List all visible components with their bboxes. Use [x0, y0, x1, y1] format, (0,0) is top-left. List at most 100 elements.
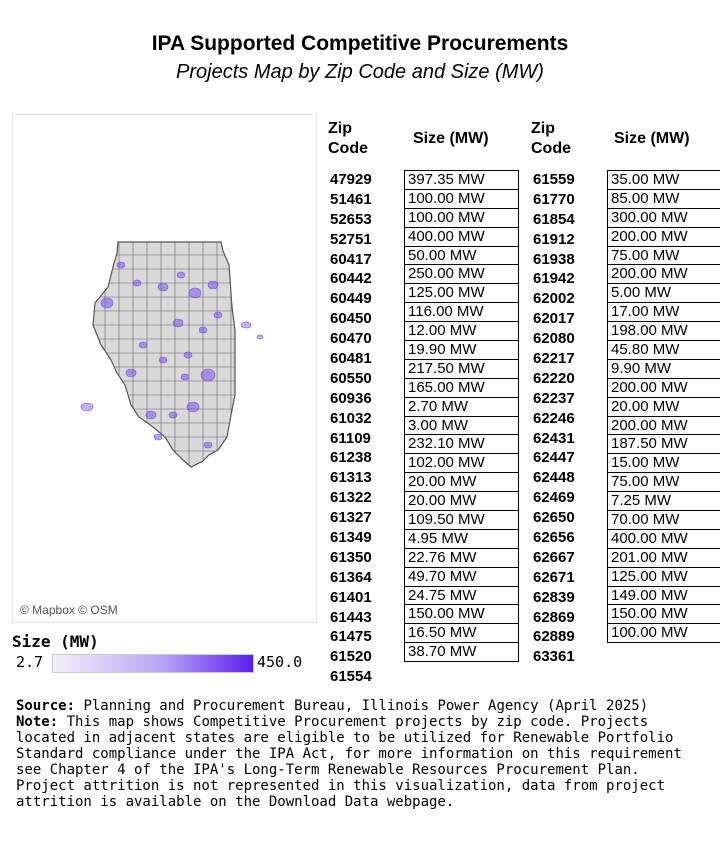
zip-row: 62869: [533, 608, 575, 626]
project-zip-area: [200, 368, 216, 382]
size-row: 75.00 MW: [607, 245, 720, 266]
zip-row: 62656: [533, 529, 575, 547]
project-zip-area: [132, 279, 142, 287]
zip-row: 61912: [533, 230, 575, 248]
out-of-state-project: [80, 402, 94, 412]
zip-row: 52751: [330, 230, 372, 248]
zip-row: 63361: [533, 648, 575, 666]
zip-row: 62237: [533, 389, 575, 407]
size-value: 100.00 MW: [404, 188, 519, 209]
size-row: 150.00 MW: [607, 604, 720, 625]
size-value: 149.00 MW: [607, 585, 720, 606]
size-value: 75.00 MW: [607, 245, 720, 266]
size-row: 200.00 MW: [607, 226, 720, 247]
size-row: 397.35 MW: [404, 170, 519, 190]
size-row: 20.00 MW: [404, 472, 519, 493]
size-value: 7.25 MW: [607, 491, 720, 512]
project-zip-area: [176, 271, 186, 279]
zip-row: 62431: [533, 429, 575, 447]
zip-row: 62839: [533, 588, 575, 606]
zip-row: 62447: [533, 449, 575, 467]
size-row: 75.00 MW: [607, 472, 720, 493]
size-value: 3.00 MW: [404, 415, 519, 436]
size-value: 15.00 MW: [607, 453, 720, 474]
size-value: 201.00 MW: [607, 547, 720, 568]
size-row: 9.90 MW: [607, 358, 720, 379]
size-row: 400.00 MW: [607, 528, 720, 549]
footer-notes: Source: Planning and Procurement Bureau,…: [16, 698, 706, 810]
illinois-map[interactable]: [13, 115, 316, 622]
project-zip-area: [198, 326, 208, 334]
size-row: 150.00 MW: [404, 604, 519, 625]
size-row: 70.00 MW: [607, 510, 720, 530]
project-zip-area: [157, 282, 169, 292]
size-value: 232.10 MW: [404, 434, 519, 455]
size-row: 200.00 MW: [607, 415, 720, 436]
size-row: 7.25 MW: [607, 491, 720, 512]
zip-code-header-left: Zip Code: [328, 120, 368, 157]
project-zip-area: [180, 373, 190, 381]
out-of-state-project: [240, 321, 252, 329]
page-subtitle: Projects Map by Zip Code and Size (MW): [176, 61, 544, 83]
size-row: 125.00 MW: [607, 566, 720, 587]
project-zip-area: [213, 311, 223, 319]
project-zip-area: [116, 261, 126, 269]
size-row: 217.50 MW: [404, 358, 519, 379]
project-zip-area: [207, 280, 219, 290]
size-row: 2.70 MW: [404, 396, 519, 417]
zip-row: 62246: [533, 409, 575, 427]
zip-row: 61322: [330, 489, 372, 507]
map-attribution[interactable]: © Mapbox © OSM: [20, 603, 118, 617]
legend-max-value: 450.0: [257, 653, 303, 671]
page-title: IPA Supported Competitive Procurements: [151, 32, 569, 55]
size-value: 102.00 MW: [404, 453, 519, 474]
zip-row: 61443: [330, 608, 372, 626]
zip-row: 61520: [330, 648, 372, 666]
size-value: 200.00 MW: [607, 415, 720, 436]
zip-row: 61854: [533, 210, 575, 228]
project-zip-area: [188, 287, 202, 299]
size-value: 200.00 MW: [607, 377, 720, 398]
zip-row: 47929: [330, 171, 372, 188]
size-row: 250.00 MW: [404, 264, 519, 285]
size-value: 35.00 MW: [607, 170, 720, 190]
legend-min-value: 2.7: [16, 653, 44, 671]
size-row: 19.90 MW: [404, 340, 519, 360]
size-value: 70.00 MW: [607, 510, 720, 530]
size-row: 20.00 MW: [404, 491, 519, 512]
note-line: Note: This map shows Competitive Procure…: [16, 714, 706, 810]
size-value: 200.00 MW: [607, 264, 720, 285]
zip-row: 61327: [330, 509, 372, 527]
size-row: 38.70 MW: [404, 642, 519, 663]
size-value: 397.35 MW: [404, 170, 519, 190]
size-row: 3.00 MW: [404, 415, 519, 436]
size-row: 400.00 MW: [404, 226, 519, 247]
project-zip-area: [158, 356, 168, 364]
zip-row: 61401: [330, 588, 372, 606]
size-row: 200.00 MW: [607, 377, 720, 398]
zip-row: 61238: [330, 449, 372, 467]
out-of-state-project: [256, 334, 264, 340]
zip-code-header-right: Zip Code: [531, 120, 571, 157]
size-row: 22.76 MW: [404, 547, 519, 568]
size-row: 200.00 MW: [607, 264, 720, 285]
zip-row: 51461: [330, 190, 372, 208]
project-zip-area: [153, 433, 163, 441]
size-row: 198.00 MW: [607, 321, 720, 342]
zip-row: 61938: [533, 250, 575, 268]
zip-row: 61109: [330, 429, 371, 447]
size-value: 24.75 MW: [404, 585, 519, 606]
size-value: 20.00 MW: [607, 396, 720, 417]
size-list-left: 397.35 MW 100.00 MW 100.00 MW 400.00 MW 50.0…: [404, 170, 519, 663]
zip-row: 62220: [533, 369, 575, 387]
size-value: 187.50 MW: [607, 434, 720, 455]
zip-row: 60936: [330, 389, 372, 407]
size-value: 125.00 MW: [404, 283, 519, 304]
zip-row: 60550: [330, 369, 372, 387]
zip-row: 60449: [330, 290, 372, 308]
projects-map[interactable]: © Mapbox © OSM: [12, 114, 317, 623]
zip-row: 52653: [330, 210, 372, 228]
size-row: 49.70 MW: [404, 566, 519, 587]
size-row: 45.80 MW: [607, 340, 720, 360]
zip-row: 62448: [533, 469, 575, 487]
